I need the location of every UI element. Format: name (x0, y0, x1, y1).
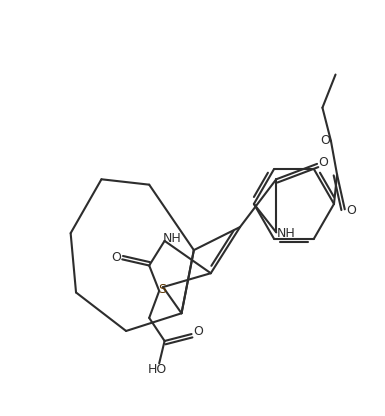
Text: O: O (346, 204, 356, 217)
Text: S: S (158, 283, 166, 296)
Text: O: O (193, 325, 203, 338)
Text: O: O (320, 134, 330, 146)
Text: NH: NH (277, 228, 296, 240)
Text: NH: NH (163, 232, 182, 245)
Text: HO: HO (148, 363, 167, 376)
Text: O: O (318, 156, 328, 169)
Text: O: O (111, 250, 121, 264)
